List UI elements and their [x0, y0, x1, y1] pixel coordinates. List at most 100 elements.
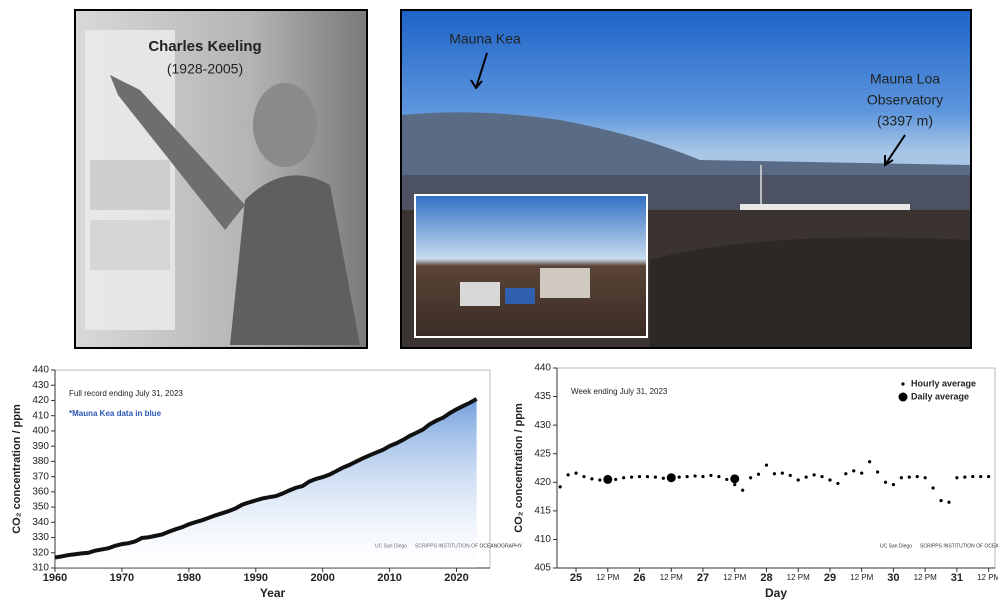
point [884, 481, 887, 484]
point [693, 474, 696, 477]
point [836, 482, 839, 485]
logo: UC San Diego [880, 543, 912, 549]
photo-caption: (3397 m) [877, 113, 933, 129]
figure: Charles Keeling (1928-2005) Mauna Kea Ma… [0, 0, 998, 600]
point [947, 501, 950, 504]
point [868, 460, 871, 463]
point [892, 483, 895, 486]
point [963, 476, 966, 479]
point [717, 475, 720, 478]
point [924, 476, 927, 479]
y-tick-label: 330 [32, 532, 49, 543]
y-tick-label: 380 [32, 456, 49, 467]
x-tick-label: 12 PM [914, 573, 937, 582]
y-tick-label: 430 [534, 420, 551, 431]
point [812, 473, 815, 476]
y-tick-label: 370 [32, 471, 49, 482]
logo: SCRIPPS INSTITUTION OF OCEANOGRAPHY [920, 543, 998, 549]
point [630, 476, 633, 479]
x-tick-label: 29 [824, 572, 836, 584]
point [939, 499, 942, 502]
point [908, 476, 911, 479]
point [638, 475, 641, 478]
point [686, 475, 689, 478]
x-axis-label: Year [260, 586, 286, 600]
point [646, 475, 649, 478]
point [820, 475, 823, 478]
point [971, 475, 974, 478]
annotation: Full record ending July 31, 2023 [69, 389, 183, 398]
x-tick-label: 2000 [310, 572, 334, 584]
point [590, 477, 593, 480]
point [725, 478, 728, 481]
legend-label: Daily average [911, 391, 969, 401]
x-tick-label: 12 PM [723, 573, 746, 582]
y-tick-label: 415 [534, 505, 551, 516]
point [828, 478, 831, 481]
x-tick-label: 1970 [110, 572, 134, 584]
point [757, 473, 760, 476]
annotation: Week ending July 31, 2023 [571, 387, 668, 396]
x-tick-label: 12 PM [787, 573, 810, 582]
point [789, 474, 792, 477]
point [781, 472, 784, 475]
x-tick-label: 12 PM [596, 573, 619, 582]
x-tick-label: 2010 [377, 572, 401, 584]
point [733, 483, 736, 486]
point [932, 486, 935, 489]
photo-caption: Mauna Loa [870, 71, 940, 87]
y-tick-label: 420 [32, 395, 49, 406]
point [805, 476, 808, 479]
x-tick-label: 12 PM [977, 573, 998, 582]
legend-marker [901, 382, 904, 385]
y-tick-label: 420 [534, 477, 551, 488]
y-tick-label: 440 [534, 363, 551, 374]
photo-caption: Mauna Kea [449, 31, 521, 47]
y-tick-label: 440 [32, 365, 49, 376]
point [582, 475, 585, 478]
point [654, 476, 657, 479]
x-axis-label: Day [765, 586, 787, 600]
point [622, 476, 625, 479]
point [852, 469, 855, 472]
point [567, 473, 570, 476]
y-tick-label: 320 [32, 547, 49, 558]
point [773, 472, 776, 475]
y-axis-label: CO₂ concentration / ppm [11, 404, 23, 534]
x-tick-label: 2020 [444, 572, 468, 584]
x-tick-label: 25 [570, 572, 582, 584]
point [598, 478, 601, 481]
point [559, 485, 562, 488]
x-tick-label: 1990 [244, 572, 268, 584]
photo-caption: Observatory [867, 92, 943, 108]
point [979, 475, 982, 478]
legend-marker [899, 393, 908, 402]
y-tick-label: 430 [32, 380, 49, 391]
point [741, 489, 744, 492]
y-tick-label: 425 [534, 448, 551, 459]
x-tick-label: 27 [697, 572, 709, 584]
point [860, 472, 863, 475]
legend-label: Hourly average [911, 378, 976, 388]
x-tick-label: 26 [633, 572, 645, 584]
y-tick-label: 360 [32, 486, 49, 497]
y-tick-label: 410 [32, 410, 49, 421]
point [574, 472, 577, 475]
point [662, 477, 665, 480]
point [876, 470, 879, 473]
x-tick-label: 28 [760, 572, 772, 584]
point [916, 475, 919, 478]
y-tick-label: 400 [32, 426, 49, 437]
photo-caption: (1928-2005) [167, 61, 243, 77]
x-tick-label: 30 [887, 572, 899, 584]
x-tick-label: 1980 [177, 572, 201, 584]
photo-caption: Charles Keeling [148, 38, 261, 55]
x-tick-label: 12 PM [660, 573, 683, 582]
y-tick-label: 390 [32, 441, 49, 452]
x-tick-label: 12 PM [850, 573, 873, 582]
point [678, 476, 681, 479]
y-tick-label: 410 [534, 534, 551, 545]
point [797, 478, 800, 481]
y-tick-label: 350 [32, 502, 49, 513]
